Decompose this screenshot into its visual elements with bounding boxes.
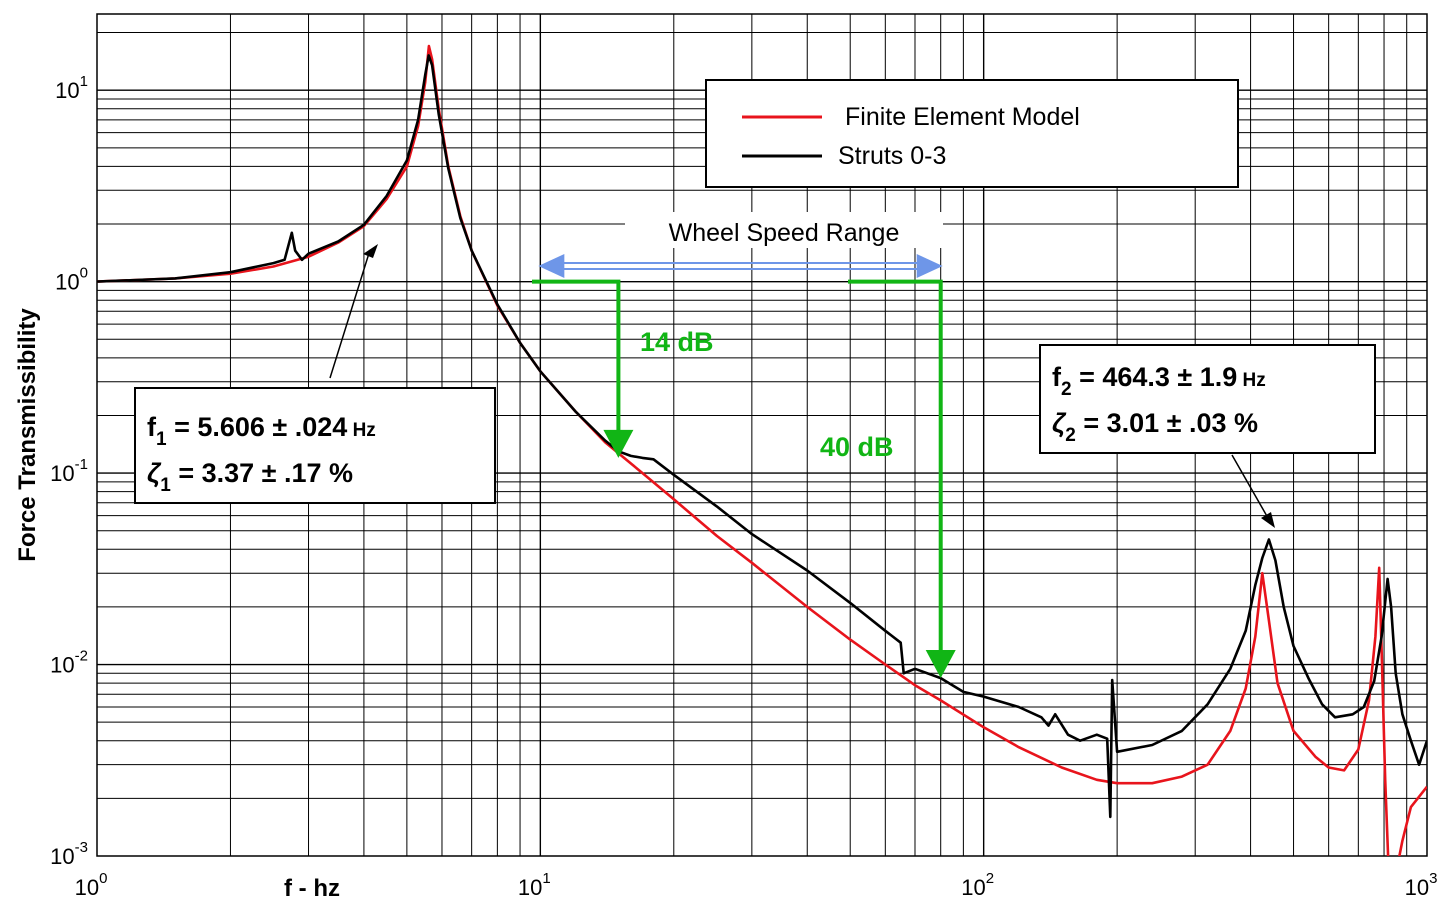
drop-14db-line	[532, 279, 621, 432]
drop-40db-line	[848, 279, 943, 653]
mode1-pointer-line	[329, 249, 371, 379]
x-tick-label: 100	[75, 870, 108, 900]
wheel-range-label: Wheel Speed Range	[669, 219, 900, 247]
mode2-f-unit: Hz	[1237, 370, 1266, 391]
tick-labels: 100 101 102 103 10-3 10-2 10-1 100 101	[50, 73, 1437, 900]
plot-frame	[96, 13, 1428, 857]
mode1-f-unit: Hz	[347, 420, 376, 441]
mode2-zeta-value: = 3.01 ± .03 %	[1076, 408, 1258, 438]
x-tick-label: 101	[518, 870, 551, 900]
wheel-range-arrow-right	[916, 254, 943, 278]
series-struts-line	[97, 54, 1427, 819]
data-curves	[97, 44, 1427, 856]
mode1-zeta-subscript: 1	[160, 475, 171, 496]
y-tick-label: 100	[55, 265, 88, 295]
drop-40db-arrowhead	[925, 650, 956, 679]
wheel-range-arrow-left	[538, 254, 565, 278]
x-tick-label: 102	[961, 870, 994, 900]
y-tick-label: 10-2	[50, 648, 88, 678]
mode2-f-value: = 464.3 ± 1.9	[1072, 362, 1238, 392]
mode2-zeta-symbol: ζ	[1052, 408, 1067, 438]
legend-box	[705, 79, 1239, 188]
wheel-speed-range: Wheel Speed Range	[538, 212, 943, 278]
y-tick-label: 10-3	[50, 839, 88, 869]
x-axis-label: f - hz	[284, 875, 340, 902]
mode1-f-symbol: f	[147, 412, 157, 442]
mode2-f-subscript: 2	[1061, 379, 1072, 400]
legend: Finite Element Model Struts 0-3	[705, 79, 1239, 188]
mode1-f-subscript: 1	[156, 429, 167, 450]
mode1-frequency-line: f1 = 5.606 ± .024 Hz	[147, 412, 376, 450]
legend-label-fem: Finite Element Model	[845, 103, 1080, 131]
mode1-zeta-value: = 3.37 ± .17 %	[171, 458, 353, 488]
mode2-pointer-line	[1231, 454, 1269, 519]
attenuation-annotations: 14 dB 40 dB	[532, 279, 956, 679]
mode1-f-value: = 5.606 ± .024	[167, 412, 348, 442]
legend-label-struts: Struts 0-3	[838, 142, 946, 170]
drop-14db-label: 14 dB	[640, 327, 714, 357]
y-axis-label: Force Transmissibility	[14, 308, 41, 562]
mode1-pointer-arrowhead	[363, 244, 378, 258]
x-tick-label: 103	[1405, 870, 1438, 900]
y-tick-label: 10-1	[50, 456, 88, 486]
mode2-callout: f2 = 464.3 ± 1.9 Hz ζ2 = 3.01 ± .03 %	[1039, 344, 1376, 528]
mode1-box	[134, 387, 496, 504]
mode2-frequency-line: f2 = 464.3 ± 1.9 Hz	[1052, 362, 1266, 400]
wheel-range-label-bg	[625, 212, 943, 248]
drop-40db-label: 40 dB	[820, 432, 894, 462]
mode1-callout: f1 = 5.606 ± .024 Hz ζ1 = 3.37 ± .17 %	[134, 244, 496, 504]
mode2-f-symbol: f	[1052, 362, 1062, 392]
mode2-pointer-arrowhead	[1261, 512, 1275, 528]
mode2-damping-line: ζ2 = 3.01 ± .03 %	[1052, 408, 1258, 446]
mode1-damping-line: ζ1 = 3.37 ± .17 %	[147, 458, 353, 496]
mode2-zeta-subscript: 2	[1065, 425, 1076, 446]
mode1-zeta-symbol: ζ	[147, 458, 162, 488]
drop-14db-arrowhead	[603, 429, 634, 458]
mode2-box	[1039, 344, 1376, 454]
y-tick-label: 101	[55, 73, 88, 103]
